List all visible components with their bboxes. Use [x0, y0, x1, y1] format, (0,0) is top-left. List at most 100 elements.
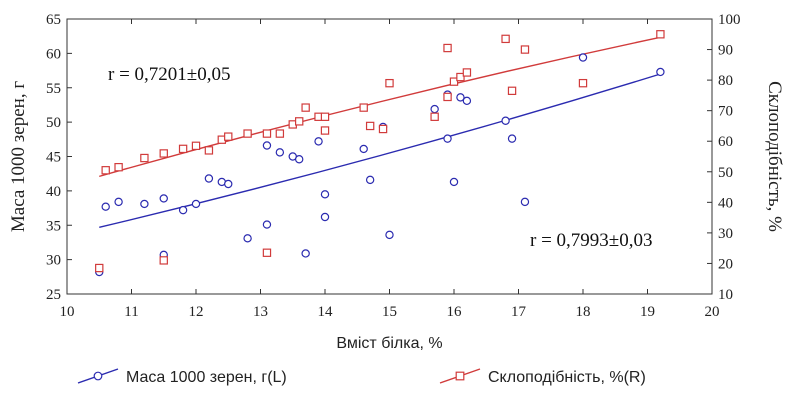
- data-point-vitreousness: [178, 144, 188, 154]
- trend-line-mass: [99, 73, 661, 228]
- data-point-mass: [262, 141, 272, 150]
- y-axis-right-title: Склоподібність, %: [764, 81, 785, 232]
- y-right-tick-label: 30: [718, 226, 733, 242]
- data-point-mass: [314, 137, 323, 146]
- data-point-mass: [301, 249, 310, 258]
- data-point-vitreousness: [443, 43, 452, 53]
- data-point-mass: [275, 148, 285, 157]
- correlation-annotation-red: r = 0,7201±0,05: [108, 64, 230, 85]
- legend-item-mass: Маса 1000 зерен, г(L): [77, 368, 287, 386]
- x-tick-label: 18: [576, 304, 591, 320]
- data-point-vitreousness: [507, 86, 517, 96]
- legend-label-vitreousness: Склоподібність, %(R): [488, 369, 646, 386]
- data-point-mass: [159, 194, 168, 203]
- data-point-mass: [520, 197, 530, 207]
- data-point-vitreousness: [430, 112, 439, 121]
- y-left-tick-label: 35: [46, 218, 61, 234]
- y-left-tick-label: 40: [46, 184, 61, 200]
- y-right-tick-label: 10: [718, 287, 733, 303]
- data-point-mass: [385, 230, 394, 240]
- data-points: [95, 30, 665, 277]
- data-point-mass: [101, 202, 110, 211]
- data-point-vitreousness: [140, 153, 149, 163]
- data-point-mass: [295, 155, 304, 164]
- data-point-vitreousness: [456, 72, 465, 82]
- data-point-mass: [320, 212, 330, 222]
- x-tick-label: 17: [511, 304, 527, 320]
- legend-label-mass: Маса 1000 зерен, г(L): [126, 369, 287, 386]
- data-point-vitreousness: [95, 263, 104, 273]
- legend-item-vitreousness: Склоподібність, %(R): [439, 368, 646, 386]
- data-point-mass: [191, 199, 201, 209]
- data-point-vitreousness: [449, 77, 459, 86]
- data-point-mass: [365, 175, 375, 185]
- data-point-vitreousness: [159, 256, 168, 265]
- y-right-tick-label: 100: [718, 12, 741, 28]
- data-point-vitreousness: [243, 129, 252, 138]
- x-tick-label: 20: [705, 304, 720, 320]
- data-point-vitreousness: [320, 126, 330, 135]
- data-point-mass: [501, 116, 510, 125]
- data-point-vitreousness: [520, 45, 530, 54]
- x-tick-label: 10: [60, 304, 75, 320]
- data-point-vitreousness: [101, 166, 110, 175]
- data-point-mass: [178, 205, 188, 215]
- legend: Маса 1000 зерен, г(L) Склоподібність, %(…: [77, 368, 646, 386]
- axis-ticks: 10 11 12 13 14 15 16 17 18 19 20 25 30 35 40 45 50 55 60 65…: [46, 12, 741, 320]
- data-point-vitreousness: [443, 92, 452, 102]
- data-point-mass: [114, 197, 123, 207]
- data-point-vitreousness: [114, 162, 123, 172]
- x-tick-label: 11: [124, 304, 138, 320]
- legend-square-icon: [455, 371, 465, 381]
- x-axis-title: Вміст білка, %: [336, 335, 442, 352]
- data-point-vitreousness: [301, 103, 310, 112]
- data-point-vitreousness: [275, 129, 285, 138]
- data-point-mass: [462, 96, 472, 106]
- y-right-tick-label: 40: [718, 195, 733, 211]
- data-point-vitreousness: [365, 121, 375, 131]
- data-point-vitreousness: [578, 78, 588, 88]
- correlation-annotation-blue: r = 0,7993±0,03: [530, 230, 652, 251]
- data-point-vitreousness: [224, 132, 233, 141]
- y-right-tick-label: 80: [718, 73, 733, 89]
- y-right-tick-label: 70: [718, 104, 733, 120]
- y-right-tick-label: 90: [718, 43, 733, 59]
- data-point-mass: [456, 93, 465, 102]
- y-axis-left-title: Маса 1000 зерен, г: [8, 81, 29, 232]
- y-left-tick-label: 30: [46, 253, 61, 269]
- x-tick-label: 14: [318, 304, 334, 320]
- y-left-tick-label: 65: [46, 12, 61, 28]
- data-point-vitreousness: [378, 124, 388, 134]
- data-point-vitreousness: [462, 68, 472, 77]
- x-tick-label: 16: [447, 304, 463, 320]
- x-tick-label: 19: [640, 304, 655, 320]
- data-point-mass: [507, 134, 517, 143]
- data-point-vitreousness: [262, 248, 272, 257]
- y-left-tick-label: 25: [46, 287, 61, 303]
- data-point-vitreousness: [159, 149, 168, 158]
- x-tick-label: 13: [253, 304, 268, 320]
- y-left-tick-label: 50: [46, 115, 61, 131]
- data-point-vitreousness: [262, 129, 272, 138]
- data-point-mass: [140, 199, 149, 209]
- data-point-mass: [320, 190, 330, 199]
- data-point-mass: [449, 177, 459, 187]
- data-point-mass: [578, 53, 588, 62]
- data-point-vitreousness: [204, 146, 214, 155]
- data-point-mass: [243, 234, 252, 243]
- y-left-tick-label: 45: [46, 150, 61, 166]
- data-point-vitreousness: [359, 103, 368, 112]
- data-point-mass: [430, 104, 439, 114]
- data-point-mass: [443, 134, 452, 143]
- data-point-mass: [224, 179, 233, 189]
- y-left-tick-label: 60: [46, 46, 61, 62]
- y-left-tick-label: 55: [46, 81, 61, 97]
- data-point-mass: [359, 144, 368, 154]
- y-right-tick-label: 20: [718, 256, 733, 272]
- x-tick-label: 15: [382, 304, 397, 320]
- y-right-tick-label: 50: [718, 165, 733, 181]
- data-point-mass: [262, 220, 272, 229]
- data-point-vitreousness: [320, 112, 330, 121]
- data-point-vitreousness: [295, 117, 304, 126]
